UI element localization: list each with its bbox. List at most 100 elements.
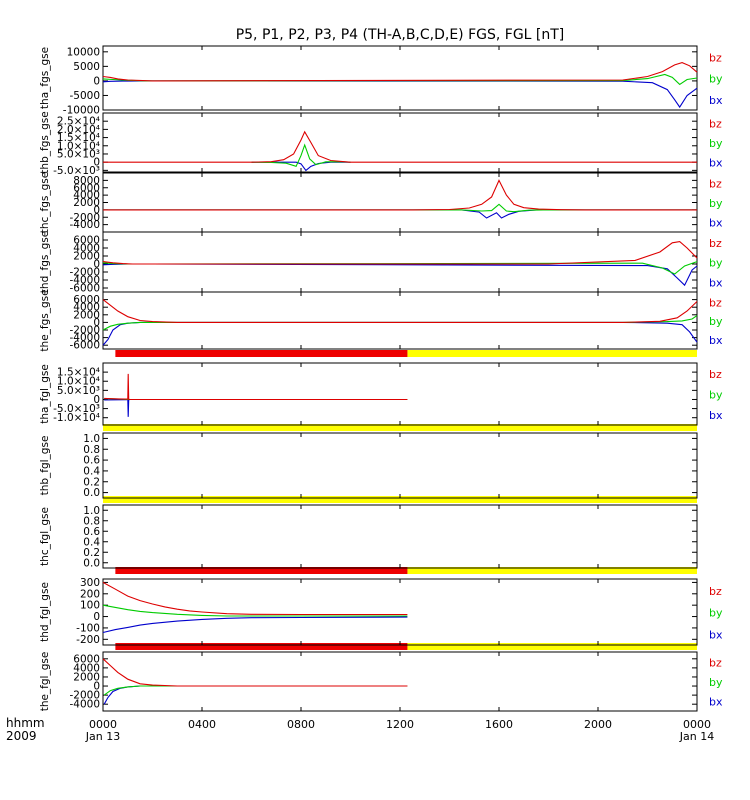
y-tick-label: 0.4: [83, 536, 100, 548]
y-tick-label: 0.0: [83, 487, 100, 499]
y-tick-label: -4000: [69, 275, 100, 287]
y-tick-label: -6000: [69, 283, 100, 295]
status-bar-red: [115, 350, 408, 357]
footer-time-label: hhmm: [6, 716, 45, 730]
y-tick-label: 300: [80, 577, 100, 589]
y-axis-label: thb_fgs_gse: [39, 111, 51, 173]
x-tick-label: 1600: [485, 718, 513, 731]
y-tick-label: -5000: [69, 90, 100, 102]
y-tick-label: 5.0×10³: [57, 148, 100, 160]
x-tick-label: 2000: [584, 718, 612, 731]
y-tick-label: -4000: [69, 219, 100, 231]
series-line-bz: [102, 581, 408, 616]
legend-by: by: [709, 315, 723, 328]
legend-bx: bx: [709, 409, 723, 422]
y-axis-label: thd_fgl_gse: [39, 582, 51, 642]
y-tick-label: 0.2: [83, 547, 100, 559]
legend-by: by: [709, 389, 723, 402]
series-line-bz: [102, 241, 698, 265]
y-axis-label: tha_fgs_gse: [39, 47, 51, 109]
series-line-by: [102, 604, 408, 617]
y-tick-label: -5.0×10³: [53, 165, 100, 177]
series-line-bx: [102, 616, 408, 634]
y-tick-label: 4000: [73, 302, 100, 314]
series-line-by: [103, 203, 697, 213]
legend-bx: bx: [709, 217, 723, 230]
y-tick-label: 6000: [73, 235, 100, 247]
y-tick-label: -2000: [69, 267, 100, 279]
status-bar-red: [115, 643, 408, 650]
legend-bx: bx: [709, 628, 723, 641]
y-tick-label: 4000: [73, 243, 100, 255]
legend-bx: bx: [709, 696, 723, 709]
legend-by: by: [709, 676, 723, 689]
y-axis-label: the_fgl_gse: [39, 652, 51, 712]
legend-bz: bz: [709, 296, 722, 309]
y-tick-label: -4000: [69, 332, 100, 344]
y-tick-label: -100: [76, 622, 100, 634]
y-tick-label: 5000: [73, 61, 100, 73]
y-tick-label: 8000: [73, 175, 100, 187]
legend-by: by: [709, 607, 723, 620]
panel-frame: [102, 504, 698, 569]
status-bar-yellow: [407, 567, 697, 574]
y-tick-label: 1.0×10⁴: [57, 376, 100, 388]
y-tick-label: 5.0×10³: [57, 385, 100, 397]
y-tick-label: 0.8: [83, 515, 100, 527]
y-tick-label: 0.2: [83, 476, 100, 488]
y-tick-label: 0.4: [83, 465, 100, 477]
legend-bz: bz: [709, 118, 722, 131]
status-bar-yellow: [103, 496, 697, 503]
legend-by: by: [709, 197, 723, 210]
panel-frame: [102, 578, 698, 646]
y-tick-label: 2.5×10⁴: [57, 116, 100, 128]
panel-frame: [102, 45, 698, 111]
y-tick-label: 0.8: [83, 444, 100, 456]
legend-bz: bz: [709, 178, 722, 191]
status-bar-yellow: [103, 424, 697, 431]
y-axis-label: thd_fgs_gse: [39, 231, 51, 293]
y-tick-label: 0: [93, 394, 100, 406]
series-line-bz: [102, 62, 698, 82]
y-tick-label: 1.0×10⁴: [57, 140, 100, 152]
y-axis-label: tha_fgl_gse: [39, 364, 51, 424]
y-tick-label: 6000: [73, 294, 100, 306]
y-tick-label: 0.6: [83, 455, 100, 467]
legend-bx: bx: [709, 334, 723, 347]
y-tick-label: 6000: [73, 653, 100, 665]
series-line-by: [102, 73, 698, 86]
legend-bx: bx: [709, 94, 723, 107]
x-tick-label: 0000: [683, 718, 711, 731]
panel-frame: [102, 172, 698, 233]
y-tick-label: 1.5×10⁴: [57, 132, 100, 144]
y-tick-label: -2000: [69, 690, 100, 702]
y-tick-label: 100: [80, 600, 100, 612]
panel-frame: [102, 291, 698, 350]
y-tick-label: -2000: [69, 212, 100, 224]
y-axis-label: thc_fgs_gse: [39, 172, 51, 233]
series-line-bz: [103, 179, 697, 211]
y-tick-label: 0: [93, 681, 100, 693]
y-tick-label: 0: [93, 611, 100, 623]
status-bar-yellow: [407, 643, 697, 650]
y-tick-label: 2000: [73, 197, 100, 209]
x-tick-label: 1200: [386, 718, 414, 731]
legend-bx: bx: [709, 276, 723, 289]
y-tick-label: 2.0×10⁴: [57, 124, 100, 136]
status-bar-red: [115, 567, 408, 574]
panel-frame: [102, 651, 698, 712]
y-axis-label: the_fgs_gse: [39, 289, 51, 351]
series-line-bz: [104, 373, 408, 401]
series-line-bx: [102, 80, 698, 109]
series-line-bz: [103, 130, 697, 163]
y-tick-label: 0: [93, 157, 100, 169]
series-line-by: [251, 143, 351, 167]
y-tick-label: -5.0×10³: [53, 403, 100, 415]
y-tick-label: 0: [93, 75, 100, 87]
y-tick-label: 6000: [73, 182, 100, 194]
y-tick-label: 4000: [73, 190, 100, 202]
y-tick-label: 0: [93, 259, 100, 271]
x-tick-date-label: Jan 13: [85, 730, 120, 743]
y-tick-label: 0.0: [83, 557, 100, 569]
x-tick-label: 0000: [89, 718, 117, 731]
